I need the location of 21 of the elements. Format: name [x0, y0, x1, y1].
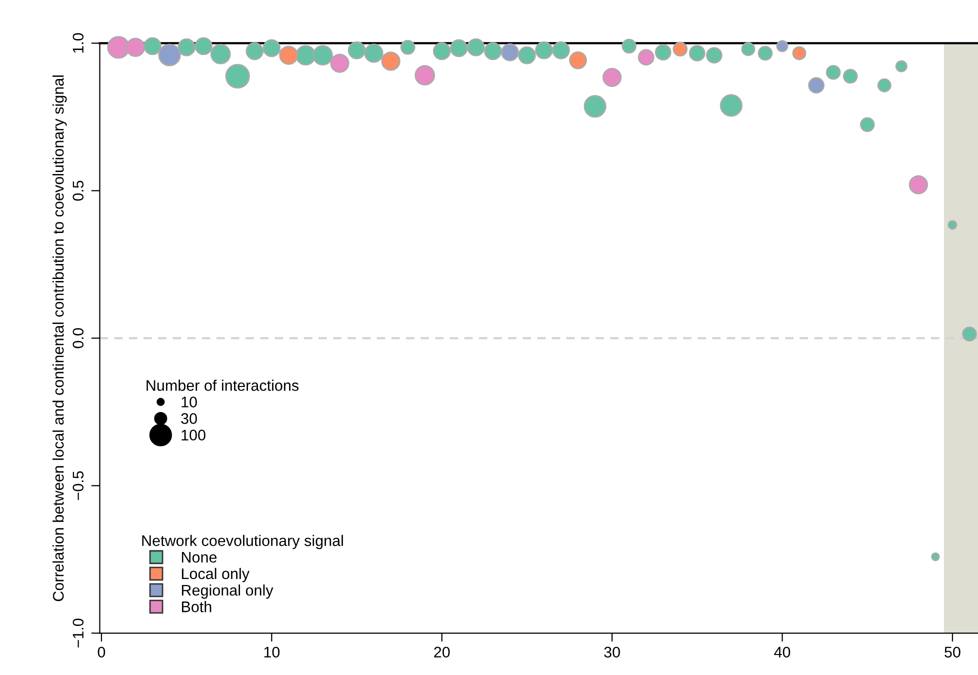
x-tick-label: 50 — [944, 646, 960, 658]
legend-label: 10 — [182, 396, 197, 408]
legend-label: None — [182, 552, 217, 563]
y-tick-label: 0.0 — [72, 328, 84, 348]
y-axis-title: Correlation between local and continental contribution to coevolutionary signal — [52, 75, 67, 602]
y-tick-label: 0.5 — [72, 180, 84, 201]
y-tick-label: −0.5 — [72, 471, 84, 500]
y-tick-label: −1.0 — [72, 618, 84, 648]
x-tick-label: 0 — [98, 646, 106, 658]
legend-label: 30 — [181, 413, 197, 424]
legend-label: Regional only — [182, 584, 274, 599]
y-tick-label: 1.0 — [72, 33, 84, 53]
x-tick-label: 30 — [604, 646, 620, 658]
legend-label: Both — [182, 601, 212, 612]
legend-title: Network coevolutionary signal — [142, 534, 343, 550]
x-tick-label: 20 — [434, 646, 450, 658]
legend-label: Local only — [182, 568, 250, 582]
x-tick-label: 40 — [774, 646, 790, 658]
annotation: Number of interactions — [146, 380, 299, 391]
legend-label: 100 — [182, 430, 206, 441]
x-tick-label: 10 — [264, 646, 280, 658]
